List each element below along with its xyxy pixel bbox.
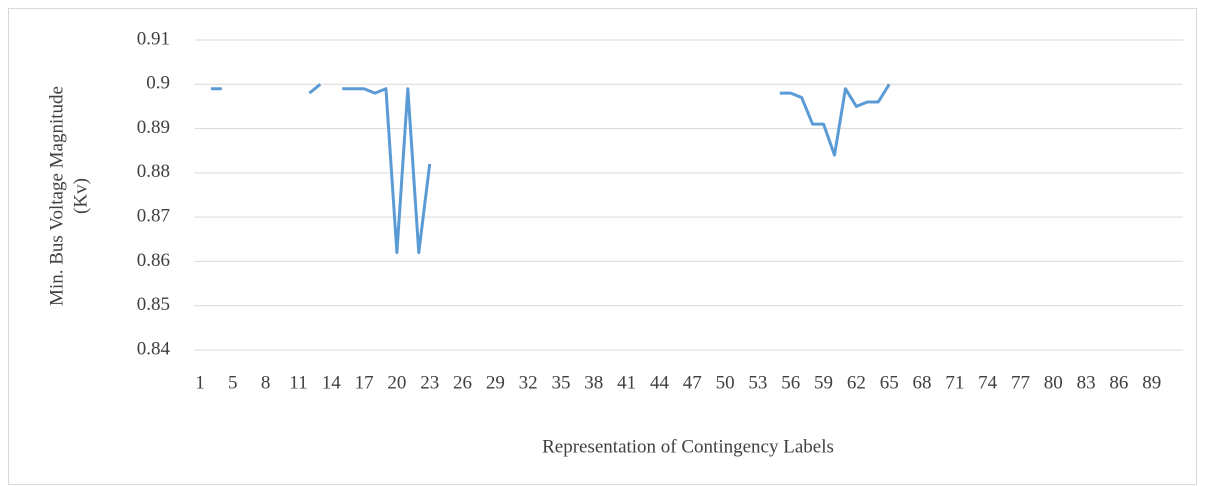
x-tick-label: 23: [420, 372, 439, 393]
x-tick-label: 14: [322, 372, 342, 393]
x-tick-label: 53: [748, 372, 767, 393]
x-tick-label: 50: [716, 372, 735, 393]
x-axis-label: Representation of Contingency Labels: [542, 436, 834, 457]
y-axis-label: Min. Bus Voltage Magnitude (Kv): [46, 86, 91, 306]
x-tick-label: 80: [1044, 372, 1063, 393]
y-tick-label: 0.88: [137, 161, 170, 182]
y-tick-label: 0.84: [137, 338, 171, 359]
y-axis-label-line: (Kv): [70, 178, 91, 214]
x-tick-label: 26: [453, 372, 472, 393]
x-tick-label: 47: [683, 372, 702, 393]
x-tick-label: 5: [228, 372, 238, 393]
x-tick-label: 38: [584, 372, 603, 393]
x-tick-label: 62: [847, 372, 866, 393]
x-tick-label: 41: [617, 372, 636, 393]
chart-frame: [8, 8, 1197, 485]
x-tick-label: 77: [1011, 372, 1030, 393]
x-tick-label: 32: [519, 372, 538, 393]
y-tick-label: 0.87: [137, 206, 170, 227]
y-axis-label-line: Min. Bus Voltage Magnitude: [46, 86, 67, 306]
y-tick-label: 0.9: [146, 73, 170, 94]
x-tick-label: 71: [945, 372, 964, 393]
x-tick-label: 65: [880, 372, 899, 393]
data-line: [210, 83, 891, 255]
x-tick-label: 44: [650, 372, 670, 393]
y-tick-label: 0.85: [137, 294, 170, 315]
x-tick-label: 83: [1077, 372, 1096, 393]
x-tick-label: 11: [289, 372, 307, 393]
y-tick-label: 0.89: [137, 117, 170, 138]
x-tick-label: 20: [387, 372, 406, 393]
y-tick-label: 0.91: [137, 28, 170, 49]
x-tick-label: 17: [355, 372, 374, 393]
x-tick-label: 56: [781, 372, 800, 393]
x-tick-label: 8: [261, 372, 271, 393]
x-tick-label: 29: [486, 372, 505, 393]
x-tick-label: 68: [913, 372, 932, 393]
y-tick-label: 0.86: [137, 250, 170, 271]
x-tick-label: 1: [195, 372, 205, 393]
x-tick-label: 74: [978, 372, 998, 393]
x-tick-label: 86: [1109, 372, 1128, 393]
x-tick-label: 59: [814, 372, 833, 393]
x-tick-label: 35: [551, 372, 570, 393]
x-tick-label: 89: [1142, 372, 1161, 393]
